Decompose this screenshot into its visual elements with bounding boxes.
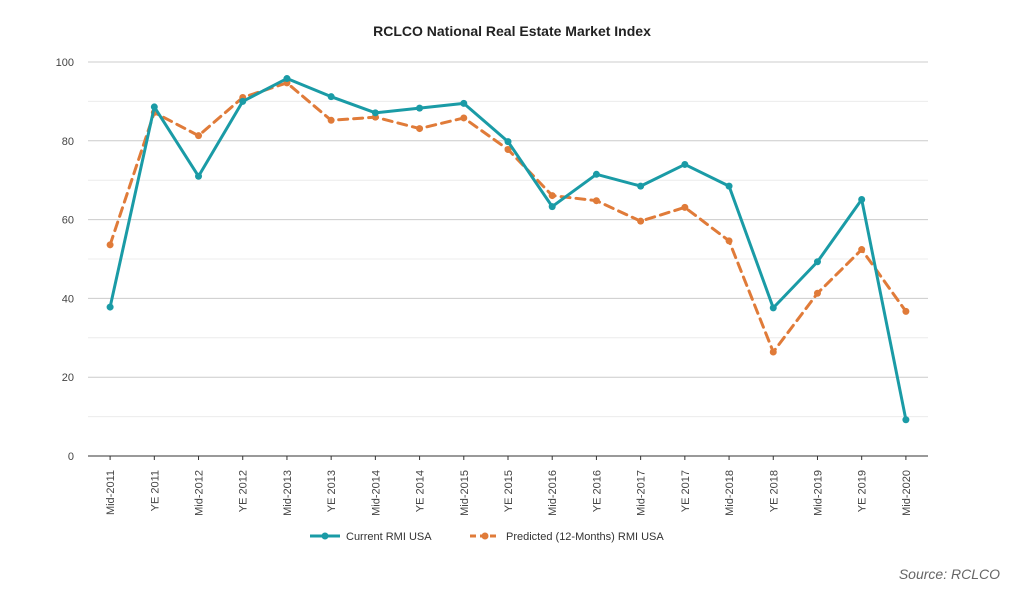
x-tick-label: Mid-2013 <box>282 470 294 516</box>
x-tick-label: Mid-2019 <box>812 470 824 516</box>
data-point <box>813 289 821 297</box>
data-point <box>902 416 910 424</box>
x-tick-label: Mid-2015 <box>459 470 471 516</box>
data-point <box>681 160 689 168</box>
legend-item-1: Predicted (12-Months) RMI USA <box>470 531 664 543</box>
data-point <box>195 132 203 140</box>
data-point <box>769 304 777 312</box>
data-point <box>637 217 645 225</box>
data-point <box>548 203 556 211</box>
data-point <box>416 125 424 133</box>
series-0 <box>106 75 910 424</box>
legend-item-0: Current RMI USA <box>310 531 432 543</box>
x-tick-label: YE 2011 <box>149 470 161 511</box>
x-tick-label: Mid-2016 <box>547 470 559 516</box>
x-tick-label: YE 2016 <box>591 470 603 512</box>
x-tick-label: YE 2015 <box>503 470 515 512</box>
data-point <box>327 93 335 101</box>
x-tick-label: Mid-2020 <box>901 470 913 516</box>
data-point <box>725 182 733 190</box>
y-tick-label: 60 <box>62 215 74 227</box>
x-tick-label: YE 2018 <box>768 470 780 512</box>
data-point <box>106 303 114 311</box>
x-tick-label: Mid-2017 <box>636 470 648 516</box>
data-point <box>327 116 335 124</box>
chart-title: RCLCO National Real Estate Market Index <box>373 23 651 39</box>
data-point <box>195 172 203 180</box>
y-tick-label: 20 <box>62 372 74 384</box>
legend-label: Predicted (12-Months) RMI USA <box>506 531 664 543</box>
series-group <box>106 75 910 424</box>
x-tick-label: YE 2019 <box>857 470 869 512</box>
source-note: Source: RCLCO <box>898 566 1000 582</box>
data-point <box>637 182 645 190</box>
x-tick-label: YE 2014 <box>415 470 427 512</box>
data-point <box>239 97 247 105</box>
data-point <box>416 104 424 112</box>
data-point <box>681 203 689 211</box>
x-axis: Mid-2011 YE 2011 Mid-2012 YE 2012 Mid-2013 YE… <box>105 456 913 516</box>
data-point <box>460 114 468 122</box>
x-tick-label: YE 2017 <box>680 470 692 512</box>
x-tick-label: Mid-2018 <box>724 470 736 516</box>
x-tick-label: Mid-2014 <box>370 470 382 516</box>
data-point <box>504 145 512 153</box>
x-tick-label: YE 2013 <box>326 470 338 512</box>
y-tick-label: 40 <box>62 293 74 305</box>
data-point <box>283 75 291 83</box>
data-point <box>813 258 821 266</box>
series-1 <box>106 79 910 356</box>
data-point <box>548 192 556 200</box>
data-point <box>150 103 158 111</box>
data-point <box>460 99 468 107</box>
x-tick-label: Mid-2012 <box>194 470 206 516</box>
data-point <box>504 138 512 146</box>
series-line <box>108 77 908 422</box>
data-point <box>106 241 114 249</box>
y-axis: 0 20 40 60 80 100 <box>56 57 74 463</box>
legend: Current RMI USA Predicted (12-Months) RMI… <box>310 531 664 543</box>
data-point <box>592 197 600 205</box>
data-point <box>902 307 910 315</box>
data-point <box>371 109 379 117</box>
x-tick-label: Mid-2011 <box>105 470 117 515</box>
y-tick-label: 80 <box>62 136 74 148</box>
legend-marker <box>321 532 329 540</box>
y-tick-label: 100 <box>56 57 74 69</box>
data-point <box>769 348 777 356</box>
y-tick-label: 0 <box>68 451 74 463</box>
data-point <box>725 237 733 245</box>
legend-label: Current RMI USA <box>346 531 432 543</box>
x-tick-label: YE 2012 <box>238 470 250 512</box>
data-point <box>858 246 866 254</box>
legend-marker <box>481 532 489 540</box>
data-point <box>592 170 600 178</box>
data-point <box>858 196 866 204</box>
